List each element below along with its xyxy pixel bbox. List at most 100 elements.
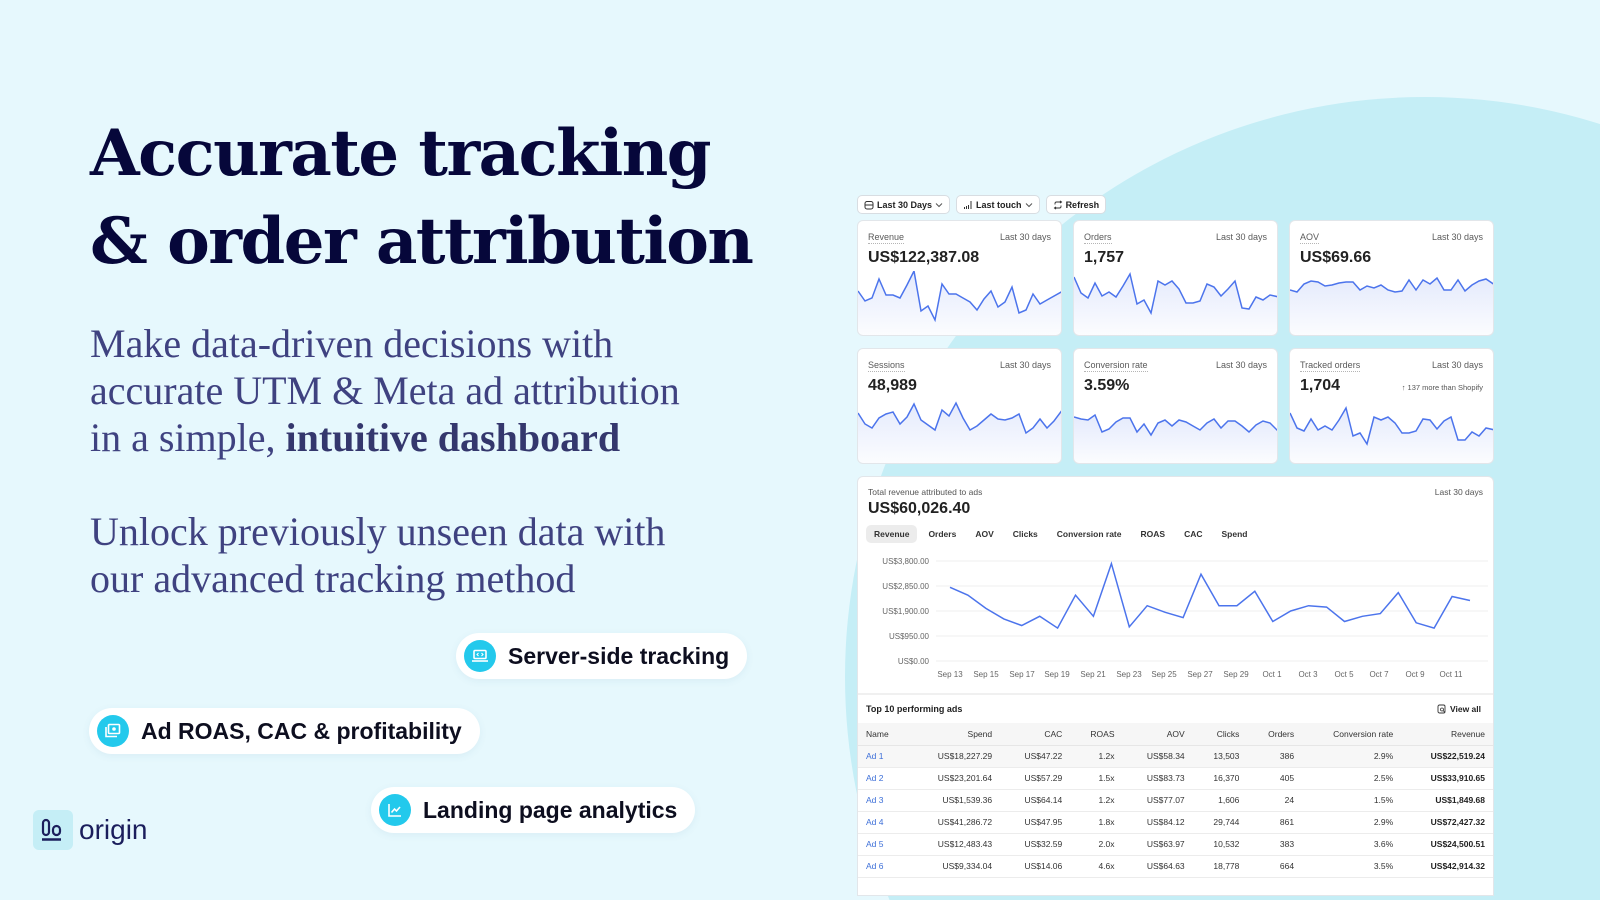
tab-spend[interactable]: Spend [1221,529,1248,539]
x-tick: Oct 7 [1369,670,1389,679]
cell-revenue: US$22,519.24 [1401,745,1493,768]
cell-conversion-rate: 1.5% [1302,789,1402,812]
view-all-button[interactable]: View all [1437,704,1481,714]
x-axis: Sep 13 Sep 15 Sep 17 Sep 19 Sep 21 Sep 2… [937,670,1463,679]
tab-cac[interactable]: CAC [1184,529,1203,539]
metric-card-orders[interactable]: Orders Last 30 days 1,757 [1073,220,1278,336]
metric-label: Conversion rate [1084,360,1148,372]
cell-aov: US$64.63 [1122,855,1193,878]
laptop-code-icon [464,640,496,672]
origin-logo-text: origin [79,814,148,845]
x-tick: Sep 25 [1151,670,1177,679]
line-chart-icon [379,794,411,826]
tab-orders[interactable]: Orders [928,529,957,539]
title-line-2: & order attribution [90,204,754,279]
table-row[interactable]: Ad 5 US$12,483.43 US$32.59 2.0x US$63.97 10,5… [858,833,1493,856]
table-row[interactable]: Ad 3 US$1,539.36 US$64.14 1.2x US$77.07 1,606… [858,789,1493,812]
sparkline [858,271,1061,335]
column-header-conversion-rate[interactable]: Conversion rate [1302,723,1402,746]
subheading-attribution: Make data-driven decisions with accurate… [90,320,680,461]
column-header-aov[interactable]: AOV [1122,723,1193,746]
attributed-revenue-panel: Total revenue attributed to ads Last 30 … [857,476,1494,896]
x-tick: Oct 9 [1405,670,1425,679]
cell-aov: US$77.07 [1122,789,1193,812]
ad-name-link[interactable]: Ad 2 [858,767,909,790]
origin-logo: origin [33,810,147,850]
cell-spend: US$23,201.64 [908,767,1001,790]
cell-orders: 861 [1247,811,1303,834]
sub1-emphasis: intuitive dashboard [285,415,621,460]
refresh-icon [1053,199,1062,210]
dashboard-panel: Last 30 Days Last touch Refresh Revenue … [857,195,1494,896]
table-row[interactable]: Ad 6 US$9,334.04 US$14.06 4.6x US$64.63 18,77… [858,855,1493,878]
y-tick: US$1,900.00 [882,607,929,616]
attribution-model-dropdown[interactable]: Last touch [956,195,1040,214]
metric-label: Tracked orders [1300,360,1361,372]
metric-card-revenue[interactable]: Revenue Last 30 days US$122,387.08 [857,220,1062,336]
column-header-orders[interactable]: Orders [1247,723,1303,746]
column-header-spend[interactable]: Spend [908,723,1001,746]
metric-period: Last 30 days [1215,232,1267,242]
tab-roas[interactable]: ROAS [1140,529,1166,539]
y-tick: US$2,850.00 [882,582,929,591]
tab-aov[interactable]: AOV [975,529,994,539]
cell-conversion-rate: 3.6% [1302,833,1402,856]
x-tick: Sep 21 [1080,670,1106,679]
cell-orders: 24 [1247,789,1303,812]
chevron-down-icon [1025,202,1032,207]
cell-aov: US$63.97 [1122,833,1193,856]
gridlines [936,560,1488,662]
ad-name-link[interactable]: Ad 3 [858,789,909,812]
tab-revenue[interactable]: Revenue [866,525,918,543]
cell-roas: 1.8x [1070,811,1123,834]
refresh-button[interactable]: Refresh [1045,195,1107,214]
metric-card-aov[interactable]: AOV Last 30 days US$69.66 [1289,220,1494,336]
cell-clicks: 10,532 [1192,833,1248,856]
cell-spend: US$18,227.29 [908,745,1001,768]
cell-spend: US$41,286.72 [908,811,1001,834]
column-header-name[interactable]: Name [858,723,909,746]
table-row[interactable]: Ad 4 US$41,286.72 US$47.95 1.8x US$84.12 29,7… [858,811,1493,834]
metric-card-tracked-orders[interactable]: Tracked orders Last 30 days 1,704 ↑ 137 … [1289,348,1494,464]
top-ads-header: Top 10 performing ads View all [858,693,1493,723]
table-row[interactable]: Ad 1 US$18,227.29 US$47.22 1.2x US$58.34 13,5… [858,745,1493,768]
metric-label: Sessions [868,360,905,372]
column-header-revenue[interactable]: Revenue [1401,723,1493,746]
cell-clicks: 16,370 [1192,767,1248,790]
cell-aov: US$83.73 [1122,767,1193,790]
attributed-value: US$60,026.40 [868,500,971,517]
metric-card-sessions[interactable]: Sessions Last 30 days 48,989 [857,348,1062,464]
cell-roas: 4.6x [1070,855,1123,878]
table-row[interactable]: Ad 2 US$23,201.64 US$57.29 1.5x US$83.73 16,3… [858,767,1493,790]
cell-clicks: 18,778 [1192,855,1248,878]
y-tick: US$950.00 [889,632,930,641]
metric-value: US$69.66 [1300,249,1372,266]
column-header-cac[interactable]: CAC [1000,723,1071,746]
top-ads-table: Name Spend CAC ROAS AOV Clicks Orders Co… [858,723,1493,878]
arrow-up-icon: ↑ [1401,383,1408,392]
x-tick: Oct 3 [1298,670,1318,679]
ad-name-link[interactable]: Ad 5 [858,833,909,856]
x-tick: Oct 1 [1262,670,1282,679]
ad-name-link[interactable]: Ad 6 [858,855,909,878]
column-header-clicks[interactable]: Clicks [1192,723,1248,746]
metric-label: Orders [1084,232,1112,244]
column-header-roas[interactable]: ROAS [1070,723,1123,746]
metric-card-conversion-rate[interactable]: Conversion rate Last 30 days 3.59% [1073,348,1278,464]
tab-conversion-rate[interactable]: Conversion rate [1056,529,1122,539]
ad-name-link[interactable]: Ad 1 [858,745,909,768]
feature-label: Server-side tracking [508,642,730,669]
cell-orders: 383 [1247,833,1303,856]
feature-label: Landing page analytics [423,796,678,823]
subheading-tracking: Unlock previously unseen data with our a… [90,508,665,602]
ad-name-link[interactable]: Ad 4 [858,811,909,834]
cell-roas: 1.2x [1070,789,1123,812]
metric-label: Revenue [868,232,905,244]
metric-value: 1,704 [1300,377,1341,394]
view-all-label: View all [1449,704,1481,714]
metric-period: Last 30 days [1431,232,1483,242]
sub1-line-3: in a simple, intuitive dashboard [90,414,680,461]
cell-cac: US$47.95 [1000,811,1071,834]
tab-clicks[interactable]: Clicks [1012,529,1038,539]
date-range-dropdown[interactable]: Last 30 Days [857,195,951,214]
